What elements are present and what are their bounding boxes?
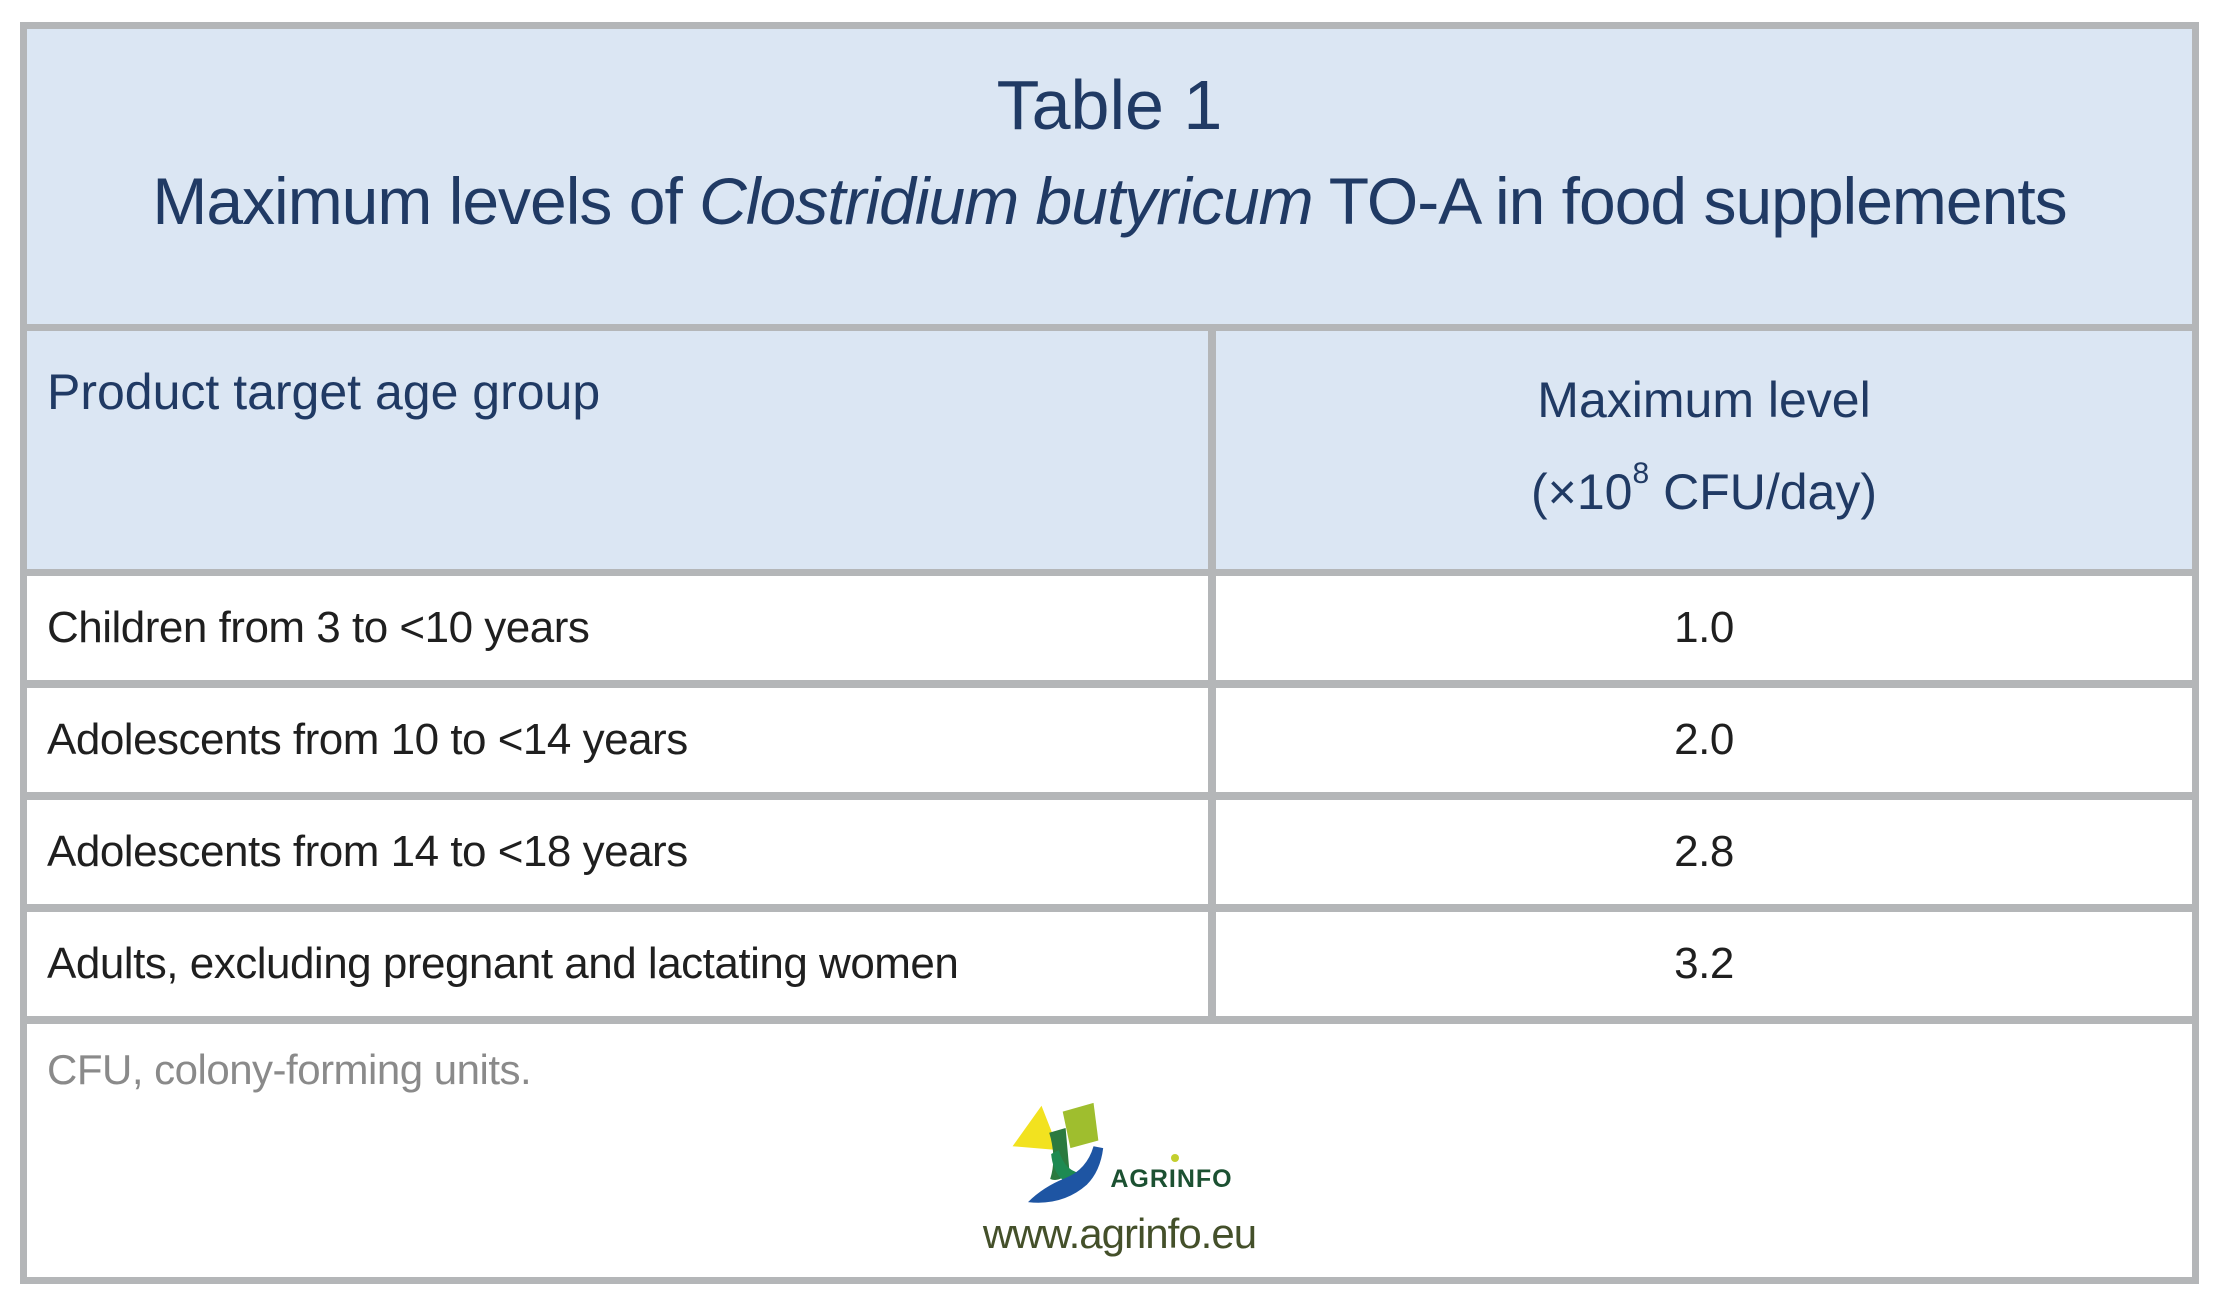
table-1-figure: Table 1 Maximum levels of Clostridium bu… [20, 22, 2199, 1284]
table-subtitle: Maximum levels of Clostridium butyricum … [27, 153, 2192, 249]
subtitle-prefix: Maximum levels of [152, 164, 700, 238]
table-header-row: Product target age group Maximum level (… [27, 331, 2192, 576]
max-level-cell: 2.0 [1208, 688, 2192, 792]
age-group-cell: Adolescents from 10 to <14 years [47, 715, 688, 764]
age-group-cell: Adults, excluding pregnant and lactating… [47, 939, 959, 988]
column-header-max-level: Maximum level (×108 CFU/day) [1208, 331, 2192, 569]
column-header-age-group: Product target age group [47, 364, 601, 420]
agrinfo-brand: AGRI NFO [47, 1096, 2192, 1206]
table-row: Adolescents from 14 to <18 years 2.8 [27, 800, 2192, 912]
age-group-cell: Children from 3 to <10 years [47, 603, 590, 652]
exponent: 8 [1632, 457, 1650, 490]
table-title-block: Table 1 Maximum levels of Clostridium bu… [27, 29, 2192, 331]
wordmark-i-dot [1170, 1154, 1179, 1162]
agrinfo-url: www.agrinfo.eu [982, 1210, 1257, 1257]
table-row: Adolescents from 10 to <14 years 2.0 [27, 688, 2192, 800]
max-level-cell: 3.2 [1208, 912, 2192, 1016]
age-group-cell: Adolescents from 14 to <18 years [47, 827, 688, 876]
agrinfo-logo-icon [1012, 1102, 1104, 1203]
max-level-cell: 2.8 [1208, 800, 2192, 904]
table-title: Table 1 [996, 66, 1223, 144]
max-level-header-line1: Maximum level [1537, 372, 1871, 428]
max-level-header-unit: (×108 CFU/day) [1531, 457, 1877, 520]
max-level-cell: 1.0 [1208, 576, 2192, 680]
subtitle-suffix: TO-A in food supplements [1312, 164, 2068, 238]
logo-yellow-shape [1012, 1105, 1060, 1151]
table-row: Children from 3 to <10 years 1.0 [27, 576, 2192, 688]
table-footer: CFU, colony-forming units. AGRI NFO www.a… [27, 1024, 2192, 1277]
logo-lime-leaf-shape [1063, 1102, 1099, 1149]
table-row: Adults, excluding pregnant and lactating… [27, 912, 2192, 1024]
cfu-footnote: CFU, colony-forming units. [47, 1046, 532, 1093]
logo-blue-swoosh [1028, 1146, 1104, 1203]
agrinfo-wordmark: AGRI NFO [1110, 1154, 1232, 1194]
subtitle-species-italic: Clostridium butyricum [699, 164, 1313, 238]
